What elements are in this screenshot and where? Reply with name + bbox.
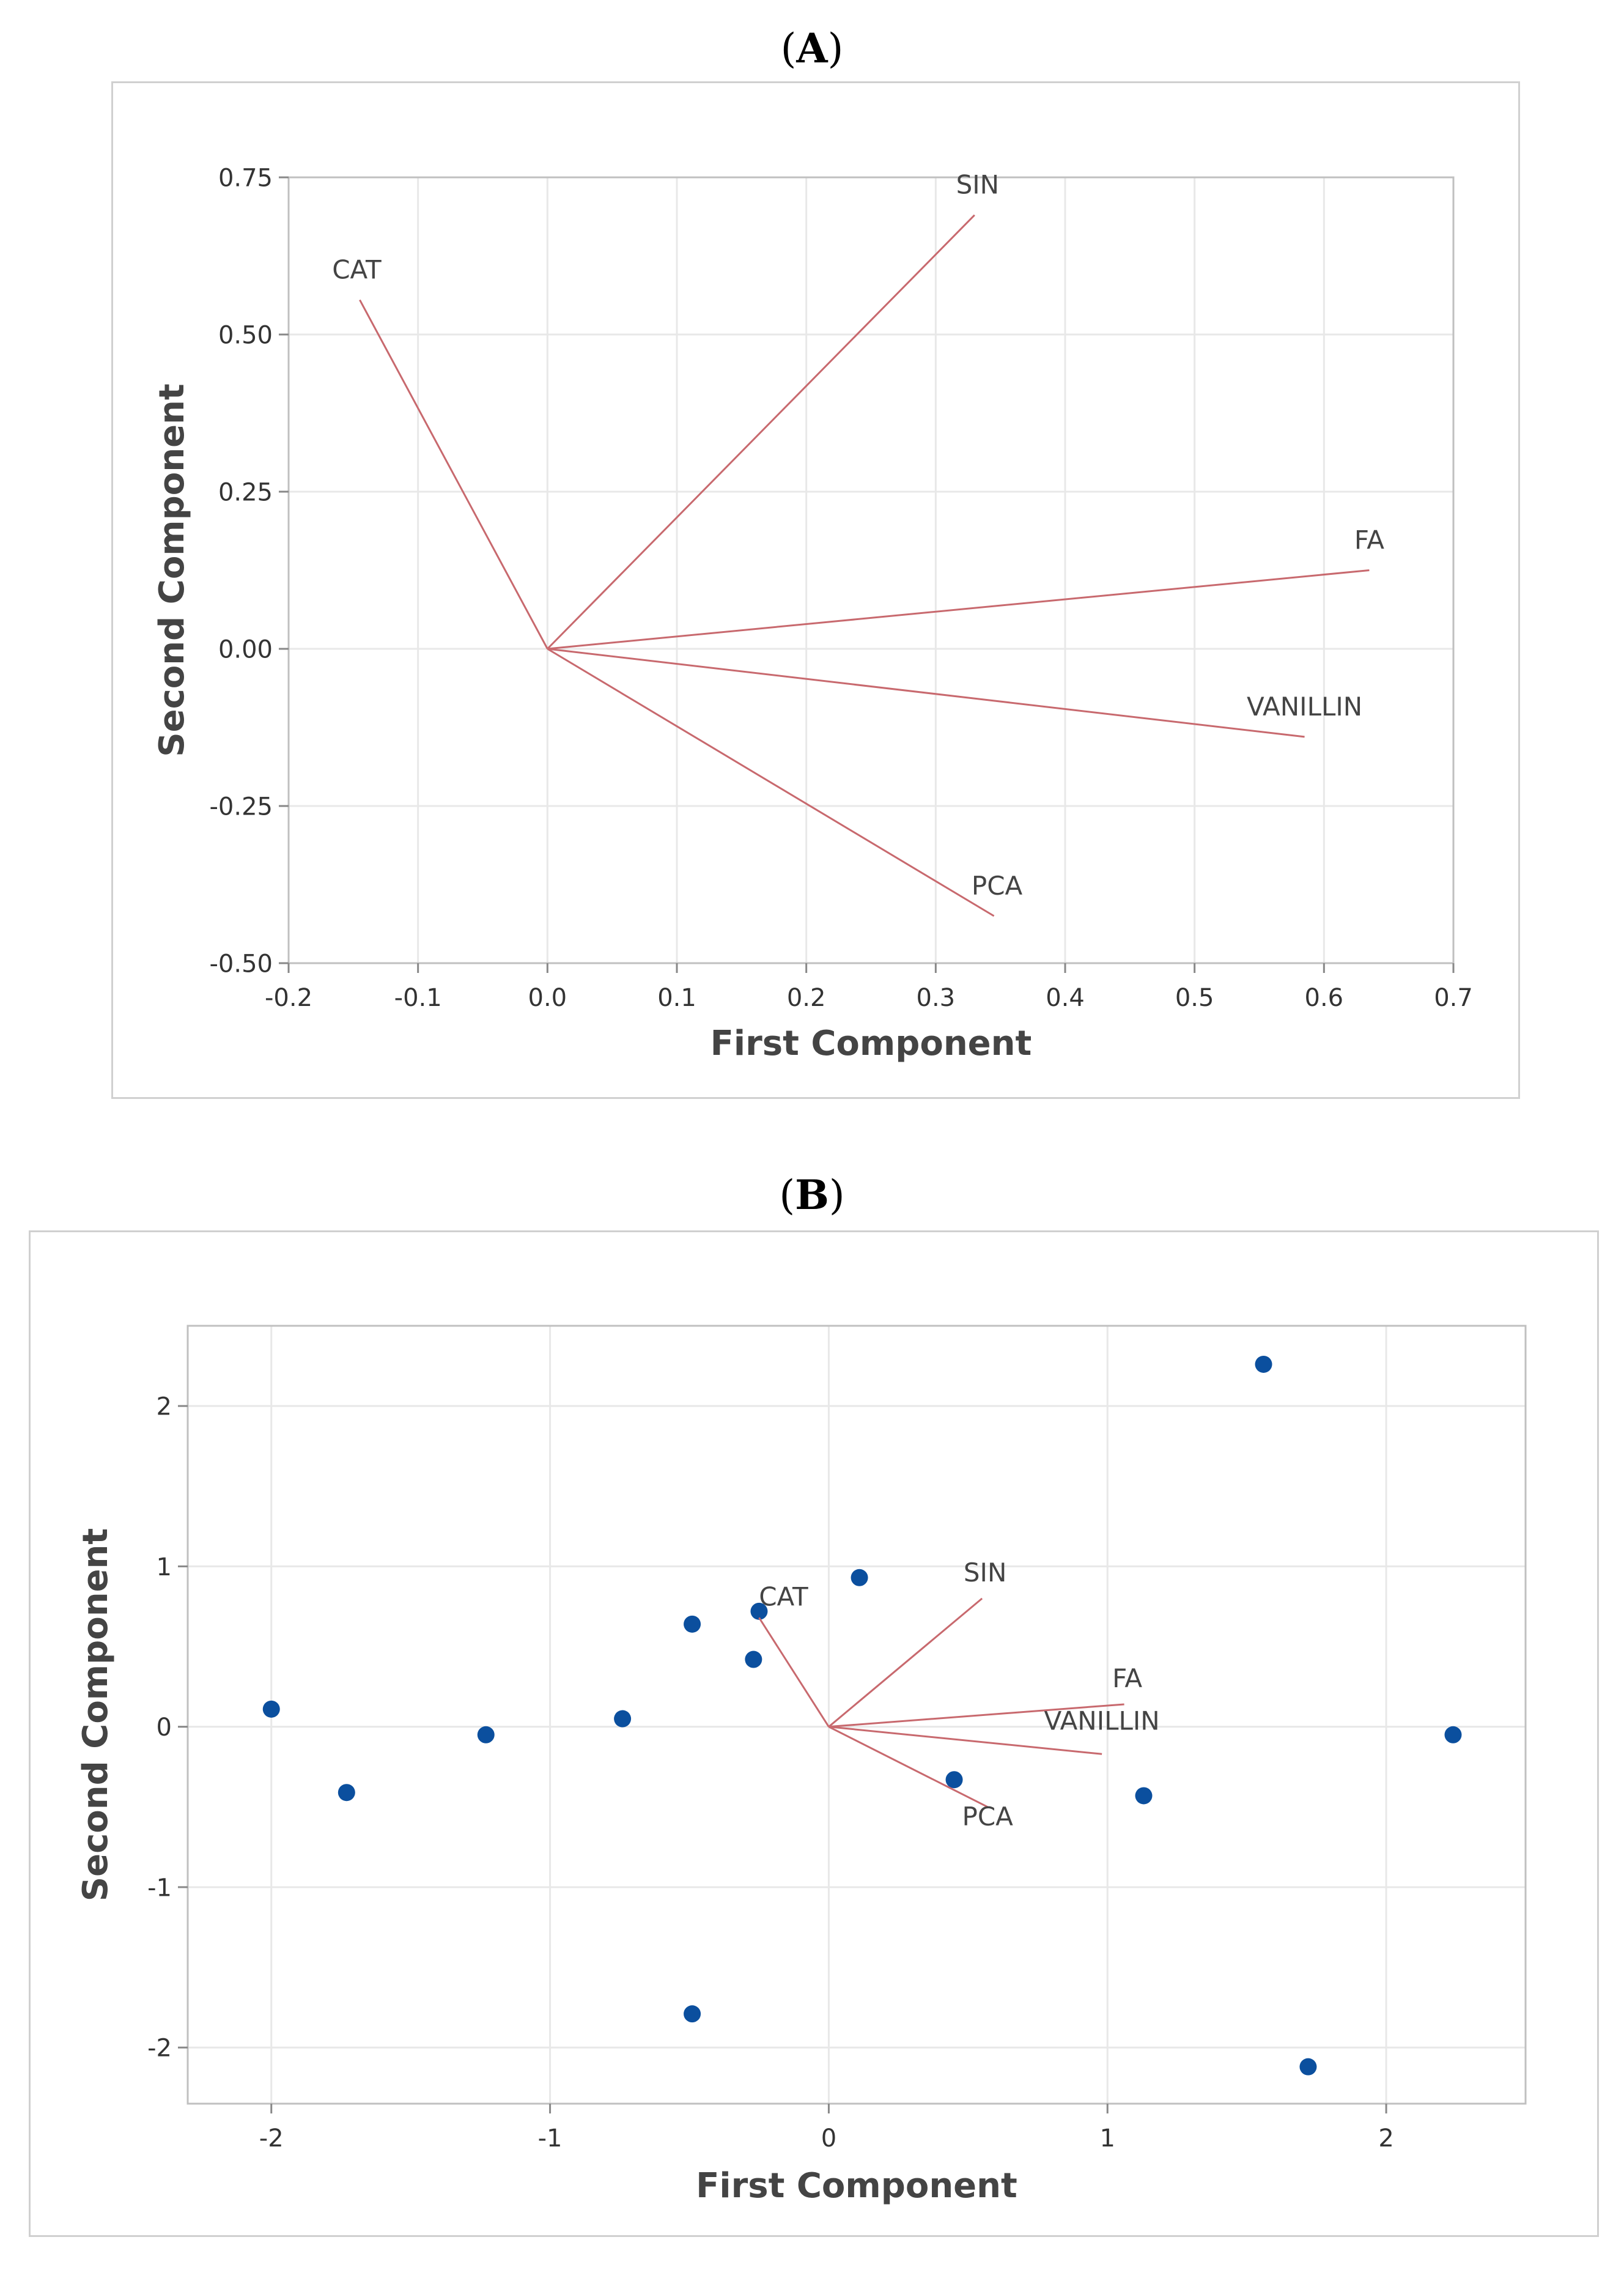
x-tick-label: 0.3 <box>917 984 956 1012</box>
loading-vector-cat <box>359 299 548 649</box>
x-axis-title: First Component <box>696 2166 1017 2206</box>
score-point <box>750 1602 768 1620</box>
x-tick-label: -0.2 <box>265 984 312 1012</box>
loading-label-pca: PCA <box>962 1802 1014 1832</box>
x-tick-label: 0.2 <box>787 984 826 1012</box>
panel-label-a: (A) <box>780 24 844 72</box>
x-tick-label: 0.6 <box>1305 984 1344 1012</box>
y-tick-label: 0.25 <box>218 478 273 506</box>
x-tick-label: 1 <box>1100 2124 1115 2153</box>
loading-label-vanillin: VANILLIN <box>1247 692 1362 722</box>
x-tick-label: 2 <box>1378 2124 1393 2153</box>
y-tick-label: -0.25 <box>210 793 273 821</box>
y-axis-title: Second Component <box>152 383 192 756</box>
y-tick-label: 0.00 <box>218 635 273 664</box>
plot-area-frame <box>186 1325 1527 2105</box>
x-axis-title: First Component <box>711 1024 1032 1063</box>
panel-a-frame <box>111 81 1520 1099</box>
loading-vector-cat <box>758 1617 830 1728</box>
y-tick-label: -0.50 <box>210 950 273 978</box>
panel-label-b: (B) <box>779 1171 845 1219</box>
loading-label-cat: CAT <box>332 254 382 284</box>
score-point <box>684 2005 701 2023</box>
loading-vector-vanillin <box>829 1726 1102 1755</box>
x-tick-label: 0.4 <box>1046 984 1085 1012</box>
score-point <box>1135 1787 1153 1805</box>
panel-b-frame <box>29 1230 1599 2237</box>
x-tick-label: 0.7 <box>1434 984 1473 1012</box>
x-tick-label: 0.1 <box>657 984 696 1012</box>
loading-label-sin: SIN <box>956 170 999 200</box>
y-tick-label: -2 <box>147 2035 172 2063</box>
x-tick-label: -0.1 <box>394 984 442 1012</box>
x-tick-label: 0.5 <box>1175 984 1214 1012</box>
biplot-loadings-chart: -0.2 -0.1 0.0 0.1 0.2 0.3 0.4 0.5 0.6 0.7 0.75 0.50… <box>152 164 1473 1063</box>
y-tick-label: 0.75 <box>218 164 273 192</box>
y-axis-title: Second Component <box>76 1528 116 1901</box>
plot-area-frame <box>287 176 1455 964</box>
x-tick-label: -2 <box>259 2124 284 2153</box>
score-point <box>614 1710 632 1728</box>
loading-label-sin: SIN <box>964 1558 1006 1588</box>
x-tick-label: 0 <box>821 2124 836 2153</box>
x-tick-label: -1 <box>538 2124 563 2153</box>
loading-vector-fa <box>547 569 1370 650</box>
biplot-scores-chart: -2 -1 0 1 2 2 1 0 -1 -2 First Component Second Comp… <box>76 1325 1527 2206</box>
loading-label-fa: FA <box>1354 525 1384 555</box>
score-point <box>1299 2058 1317 2076</box>
score-point <box>262 1700 280 1718</box>
loading-vector-pca <box>828 1726 988 1808</box>
score-point <box>1255 1355 1272 1373</box>
score-point <box>745 1651 762 1668</box>
y-tick-label: -1 <box>147 1874 172 1902</box>
x-tick-label: 0.0 <box>528 984 567 1012</box>
score-point <box>338 1784 355 1802</box>
y-tick-label: 0 <box>157 1714 172 1742</box>
loading-vector-fa <box>829 1703 1124 1728</box>
loading-label-fa: FA <box>1112 1663 1142 1693</box>
score-point <box>684 1615 701 1633</box>
score-point <box>477 1726 495 1743</box>
y-tick-label: 0.50 <box>218 321 273 349</box>
score-point <box>1444 1726 1462 1743</box>
loading-vector-sin <box>547 214 975 650</box>
loading-label-pca: PCA <box>972 871 1023 901</box>
loading-label-cat: CAT <box>759 1581 808 1611</box>
y-tick-label: 2 <box>157 1393 172 1421</box>
y-tick-label: 1 <box>157 1553 172 1581</box>
loading-vector-pca <box>547 648 995 917</box>
score-point <box>945 1771 963 1789</box>
loading-vector-vanillin <box>547 648 1305 738</box>
loading-label-vanillin: VANILLIN <box>1044 1706 1160 1736</box>
loading-vector-sin <box>828 1597 983 1728</box>
score-point <box>851 1569 868 1586</box>
